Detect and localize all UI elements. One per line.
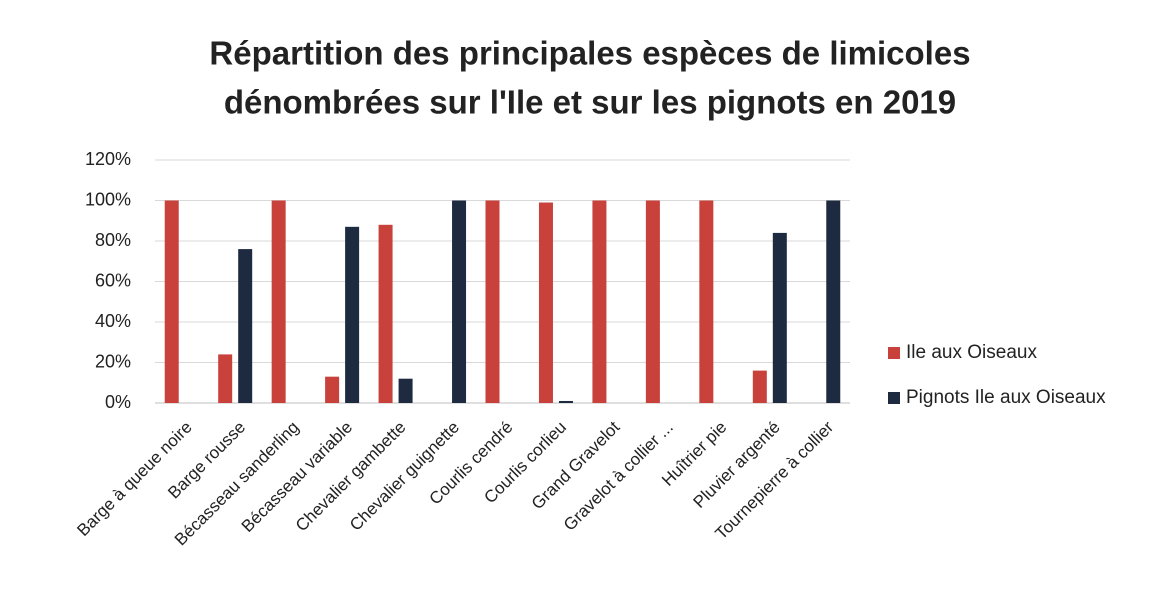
bar xyxy=(345,226,360,403)
legend-swatch xyxy=(888,392,900,404)
bar xyxy=(699,200,714,403)
chart-title: dénombrées sur l'Ile et sur les pignots … xyxy=(224,84,956,121)
bar xyxy=(452,200,467,403)
bar xyxy=(164,200,179,403)
y-tick-label: 40% xyxy=(95,311,131,331)
bar xyxy=(398,378,413,403)
bar xyxy=(538,202,553,403)
bar xyxy=(592,200,607,403)
chart-title: Répartition des principales espèces de l… xyxy=(209,35,970,72)
legend-label: Pignots Ile aux Oiseaux xyxy=(906,387,1106,408)
bar xyxy=(378,224,393,403)
bar xyxy=(645,200,660,403)
bar xyxy=(558,400,573,403)
legend-swatch xyxy=(888,347,900,359)
bar xyxy=(772,232,787,403)
y-tick-label: 100% xyxy=(85,189,131,209)
y-tick-label: 60% xyxy=(95,270,131,290)
y-tick-label: 120% xyxy=(85,149,131,169)
y-tick-label: 0% xyxy=(105,392,131,412)
bar xyxy=(218,354,233,403)
y-tick-label: 80% xyxy=(95,230,131,250)
bar xyxy=(238,249,253,403)
bar xyxy=(752,370,767,403)
bar xyxy=(826,200,841,403)
y-tick-label: 20% xyxy=(95,351,131,371)
bar xyxy=(485,200,500,403)
legend-label: Ile aux Oiseaux xyxy=(906,342,1037,363)
bar xyxy=(271,200,286,403)
bar xyxy=(325,376,340,403)
